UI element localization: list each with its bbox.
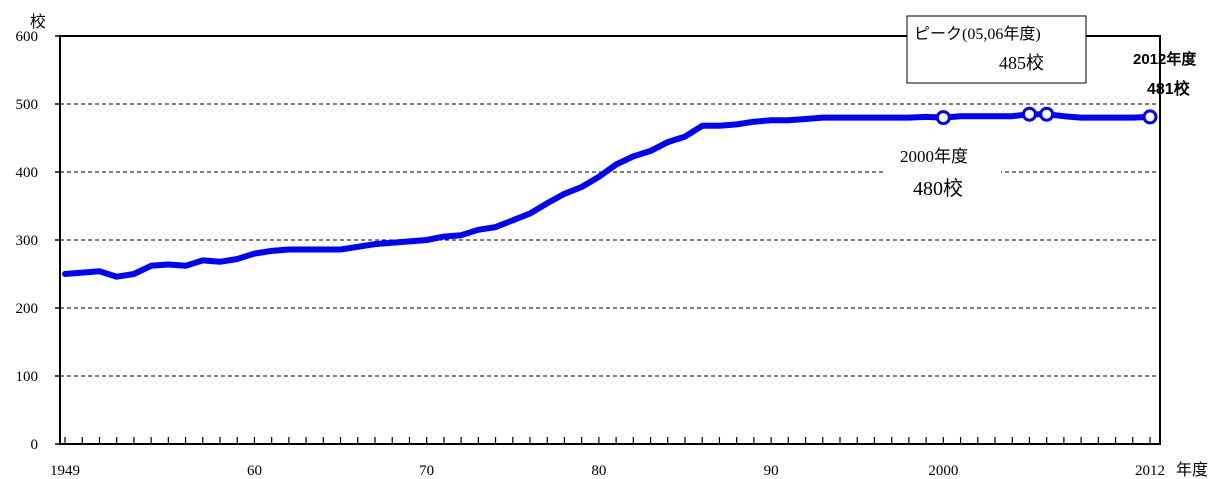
year2000-annotation-value: 480校 (913, 177, 963, 200)
y-tick-label: 300 (16, 233, 39, 249)
series (62, 111, 1153, 280)
y-tick-label: 600 (16, 29, 39, 45)
peak-annotation-box (906, 15, 1087, 84)
x-tick-label: 2000 (928, 463, 958, 479)
data-point-marker (1039, 106, 1055, 122)
x-tick-label: 80 (591, 463, 606, 479)
data-point-marker (1021, 106, 1037, 122)
y-tick-label: 0 (31, 437, 39, 453)
year2000-annotation: 2000年度 480校 (885, 142, 1001, 206)
year2000-annotation-title: 2000年度 (900, 147, 968, 166)
y-tick-label: 400 (16, 165, 39, 181)
x-tick-label: 1949 (50, 463, 80, 479)
x-unit-label: 年度 (1176, 461, 1208, 479)
peak-annotation-title: ピーク(05,06年度) (914, 25, 1041, 43)
axes (55, 35, 1161, 445)
x-tick-label: 60 (247, 463, 262, 479)
x-tick-label: 2012 (1135, 463, 1165, 479)
peak-annotation: ピーク(05,06年度) 485校 (906, 15, 1087, 84)
y-tick-label: 200 (16, 301, 39, 317)
data-point-marker (935, 110, 951, 126)
series-line (62, 111, 1153, 280)
x-tick-labels: 1949 60 70 80 90 2000 2012 (50, 463, 1165, 479)
year2000-annotation-bg (885, 142, 1001, 206)
peak-annotation-value: 485校 (999, 53, 1044, 73)
data-point-marker (1142, 109, 1158, 125)
x-tick-label: 70 (419, 463, 434, 479)
year2012-annotation-value: 481校 (1147, 79, 1191, 98)
y-tick-label: 500 (16, 97, 39, 113)
year2012-annotation: 2012年度 481校 (1133, 50, 1197, 98)
x-tick-label: 90 (764, 463, 779, 479)
y-tick-labels: 0 100 200 300 400 500 600 (16, 29, 39, 453)
y-tick-label: 100 (16, 369, 39, 385)
year2012-annotation-title: 2012年度 (1133, 50, 1197, 68)
markers (935, 106, 1158, 126)
y-unit-label: 校 (30, 13, 46, 31)
